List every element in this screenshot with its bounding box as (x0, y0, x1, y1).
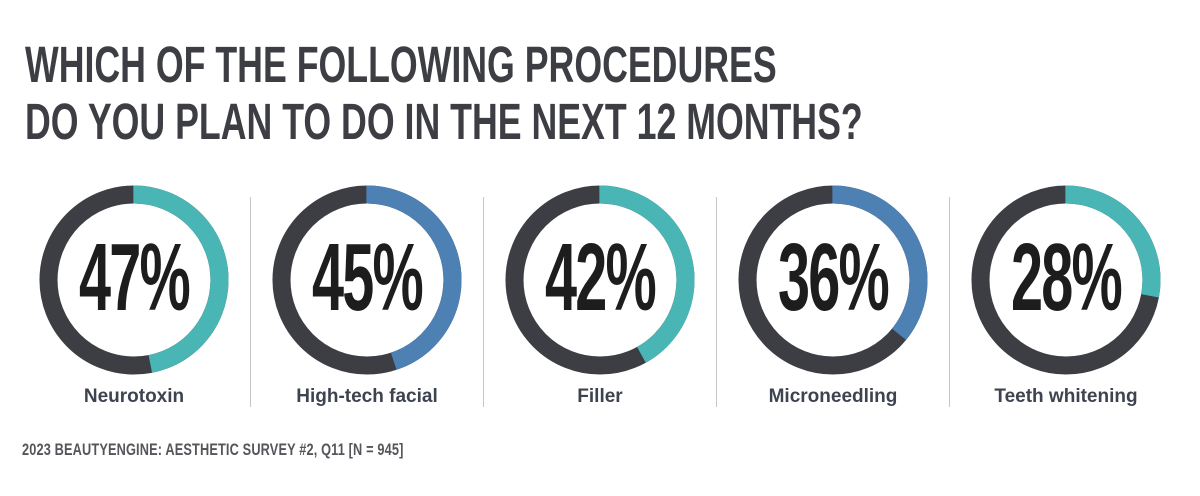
donut-label: Microneedling (768, 386, 898, 407)
vertical-divider (250, 197, 251, 407)
donut-col-teeth-whitening: 28% Teeth whitening (950, 185, 1182, 408)
page-title-line-2: DO YOU PLAN TO DO IN THE NEXT 12 MONTHS? (25, 93, 863, 150)
donut-chart-row: 47% Neurotoxin 45% High-tech facial 42% … (18, 185, 1182, 408)
donut-value: 36% (778, 224, 890, 331)
donut-value: 45% (312, 224, 424, 331)
donut-col-microneedling: 36% Microneedling (717, 185, 949, 408)
donut-chart-high-tech-facial: 45% (272, 185, 462, 375)
donut-chart-teeth-whitening: 28% (971, 185, 1161, 375)
vertical-divider (949, 197, 950, 407)
donut-value: 47% (79, 224, 191, 331)
donut-label: High-tech facial (296, 386, 438, 407)
donut-chart-filler: 42% (505, 185, 695, 375)
donut-ring (738, 185, 928, 375)
donut-label: Teeth whitening (994, 386, 1138, 407)
page-title: WHICH OF THE FOLLOWING PROCEDURES DO YOU… (25, 36, 1200, 150)
vertical-divider (716, 197, 717, 407)
donut-label: Filler (577, 386, 623, 407)
page-title-line-1: WHICH OF THE FOLLOWING PROCEDURES (25, 36, 777, 93)
donut-label: Neurotoxin (83, 386, 185, 407)
donut-col-filler: 42% Filler (484, 185, 716, 408)
vertical-divider (483, 197, 484, 407)
donut-chart-microneedling: 36% (738, 185, 928, 375)
donut-ring (39, 185, 229, 375)
donut-ring (505, 185, 695, 375)
source-note: 2023 BEAUTYENGINE: AESTHETIC SURVEY #2, … (22, 440, 404, 459)
donut-chart-neurotoxin: 47% (39, 185, 229, 375)
donut-ring (971, 185, 1161, 375)
donut-value: 42% (545, 224, 657, 331)
donut-value: 28% (1011, 224, 1123, 331)
donut-col-neurotoxin: 47% Neurotoxin (18, 185, 250, 408)
donut-ring (272, 185, 462, 375)
donut-col-high-tech-facial: 45% High-tech facial (251, 185, 483, 408)
